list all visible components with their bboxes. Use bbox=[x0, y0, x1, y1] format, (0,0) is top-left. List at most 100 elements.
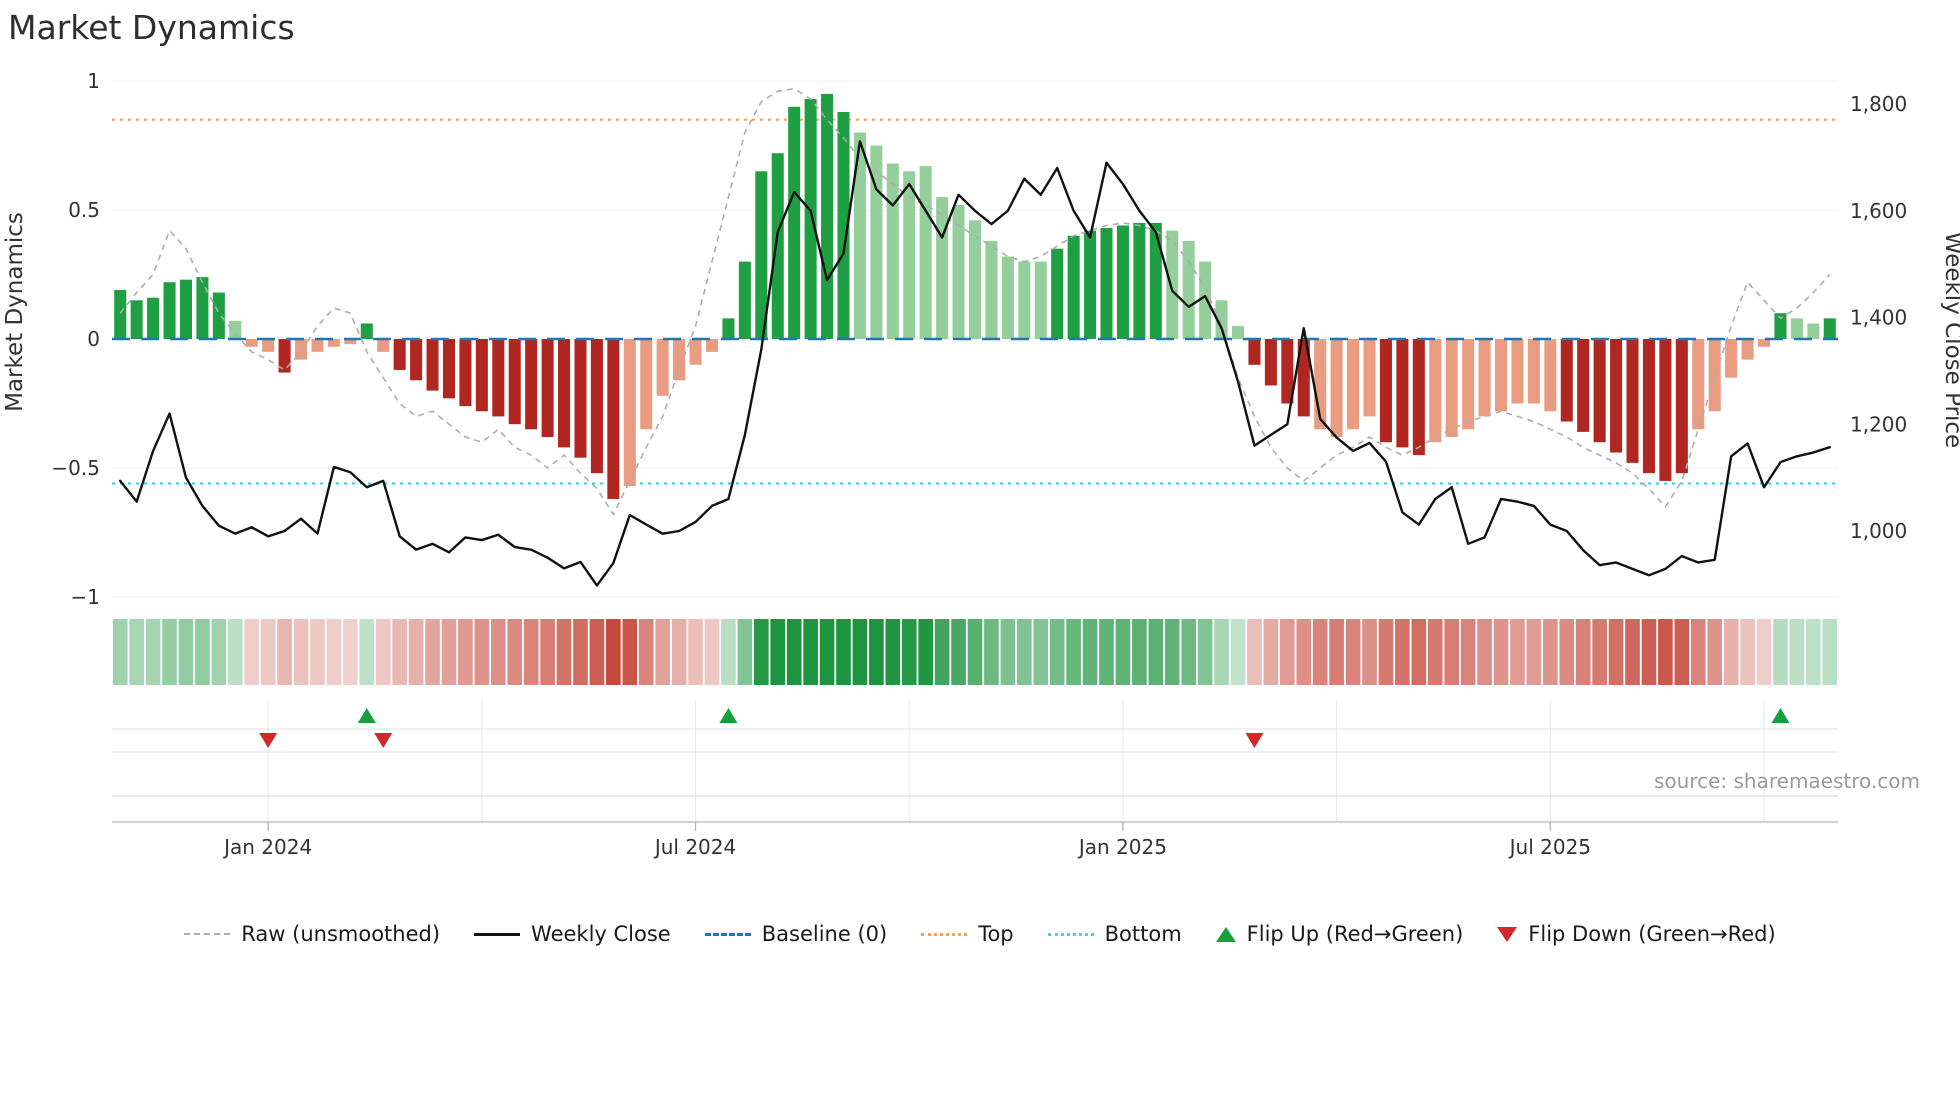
heatmap-cell bbox=[1164, 619, 1180, 685]
flip-markers bbox=[259, 708, 1790, 748]
oscillator-bar bbox=[1692, 339, 1705, 430]
legend-item-weekly-close: Weekly Close bbox=[474, 922, 671, 946]
heatmap-cell bbox=[770, 619, 786, 685]
oscillator-bar bbox=[1018, 261, 1031, 339]
heatmap-cell bbox=[589, 619, 605, 685]
heatmap-cell bbox=[1510, 619, 1525, 685]
oscillator-bar bbox=[705, 339, 719, 352]
oscillator-bar bbox=[508, 339, 521, 425]
oscillator-bar bbox=[1133, 222, 1146, 339]
oscillator-bar bbox=[1626, 339, 1639, 463]
oscillator-bar bbox=[1593, 339, 1606, 443]
oscillator-bar bbox=[1149, 222, 1162, 339]
oscillator-bar bbox=[1675, 339, 1688, 474]
oscillator-bar bbox=[788, 106, 801, 339]
heatmap-cell bbox=[1608, 619, 1624, 685]
oscillator-bar bbox=[1560, 339, 1573, 422]
y-left-tick-label: −1 bbox=[71, 585, 100, 609]
heatmap-cell bbox=[227, 619, 243, 685]
oscillator-bar bbox=[475, 339, 488, 412]
heatmap-cell bbox=[1214, 619, 1229, 685]
heatmap-cell bbox=[1033, 619, 1049, 685]
oscillator-bar bbox=[525, 339, 538, 430]
oscillator-bar bbox=[1445, 339, 1458, 438]
raw-unsmoothed-line bbox=[119, 87, 1831, 516]
heatmap-cell bbox=[1247, 619, 1262, 685]
oscillator-bar bbox=[853, 132, 866, 339]
axis-tick-labels: 1 0.5 0 −0.5 −1 1,800 1,600 1,400 1,200 1,000 Jan … bbox=[51, 69, 1907, 859]
raw-line-icon bbox=[184, 933, 231, 935]
y-left-tick-label: 0 bbox=[87, 327, 100, 351]
oscillator-bar bbox=[114, 289, 127, 339]
heatmap-strip bbox=[112, 619, 1838, 685]
heatmap-cell bbox=[1427, 619, 1443, 685]
oscillator-bar bbox=[360, 323, 373, 339]
heatmap-cell bbox=[195, 619, 210, 685]
oscillator-bar bbox=[147, 297, 160, 339]
heatmap-cell bbox=[474, 619, 490, 685]
heatmap-cell bbox=[1707, 619, 1723, 685]
legend-item-bottom: Bottom bbox=[1047, 922, 1182, 946]
oscillator-bar bbox=[738, 261, 751, 339]
heatmap-cell bbox=[573, 619, 588, 685]
heatmap-cell bbox=[934, 619, 950, 685]
oscillator-bar bbox=[1001, 256, 1014, 339]
market-dynamics-chart: 1 0.5 0 −0.5 −1 1,800 1,600 1,400 1,200 1,000 Jan … bbox=[2, 69, 1960, 859]
heatmap-cell bbox=[1312, 619, 1328, 685]
oscillator-bar bbox=[1248, 339, 1261, 365]
legend-label: Flip Down (Green→Red) bbox=[1528, 922, 1776, 946]
oscillator-bar bbox=[426, 339, 439, 391]
heatmap-cell bbox=[1740, 619, 1755, 685]
oscillator-bars bbox=[114, 93, 1836, 499]
heatmap-cell bbox=[507, 619, 523, 685]
heatmap-cell bbox=[1806, 619, 1821, 685]
oscillator-bar bbox=[1363, 339, 1376, 417]
page-title: Market Dynamics bbox=[8, 8, 295, 47]
heatmap-cell bbox=[1197, 619, 1213, 685]
legend-label: Flip Up (Red→Green) bbox=[1246, 922, 1464, 946]
oscillator-bar bbox=[1231, 326, 1245, 339]
heatmap-cell bbox=[1460, 619, 1476, 685]
heatmap-cell bbox=[1132, 619, 1147, 685]
y-right-tick-label: 1,200 bbox=[1850, 412, 1907, 436]
oscillator-bar bbox=[295, 339, 308, 360]
oscillator-bar bbox=[1807, 323, 1820, 339]
heatmap-cell bbox=[129, 619, 144, 685]
flip-down-marker bbox=[259, 733, 278, 748]
heatmap-cell bbox=[852, 619, 868, 685]
y-right-tick-label: 1,800 bbox=[1850, 92, 1907, 116]
heatmap-cell bbox=[392, 619, 407, 685]
heatmap-cell bbox=[1789, 619, 1805, 685]
heatmap-cell bbox=[869, 619, 884, 685]
oscillator-bar bbox=[1051, 248, 1064, 339]
oscillator-bar bbox=[689, 339, 702, 365]
legend-item-baseline: Baseline (0) bbox=[704, 922, 887, 946]
heatmap-cell bbox=[1641, 619, 1657, 685]
heatmap-cell bbox=[145, 619, 161, 685]
oscillator-bar bbox=[985, 240, 998, 339]
oscillator-bar bbox=[1199, 261, 1212, 339]
oscillator-bar bbox=[393, 339, 406, 370]
oscillator-bar bbox=[821, 93, 834, 340]
heatmap-cell bbox=[1378, 619, 1394, 685]
heatmap-cell bbox=[1822, 619, 1838, 685]
legend-item-top: Top bbox=[921, 922, 1014, 946]
oscillator-bar bbox=[1034, 261, 1047, 339]
heatmap-cell bbox=[951, 619, 966, 685]
heatmap-cell bbox=[1016, 619, 1032, 685]
oscillator-bar bbox=[1741, 339, 1754, 360]
oscillator-bar bbox=[771, 153, 784, 339]
heatmap-cell bbox=[1000, 619, 1016, 685]
heatmap-cell bbox=[523, 619, 539, 685]
oscillator-bar bbox=[722, 318, 735, 339]
oscillator-bar bbox=[1823, 318, 1836, 339]
y-left-tick-label: −0.5 bbox=[51, 456, 100, 480]
oscillator-bar bbox=[903, 171, 916, 339]
oscillator-bar bbox=[1642, 339, 1655, 474]
oscillator-bar bbox=[558, 339, 571, 448]
flip-down-triangle-icon bbox=[1497, 926, 1518, 942]
heatmap-cell bbox=[1592, 619, 1607, 685]
oscillator-bar bbox=[1708, 339, 1721, 412]
heatmap-cell bbox=[1296, 619, 1312, 685]
oscillator-bar bbox=[1610, 339, 1623, 453]
